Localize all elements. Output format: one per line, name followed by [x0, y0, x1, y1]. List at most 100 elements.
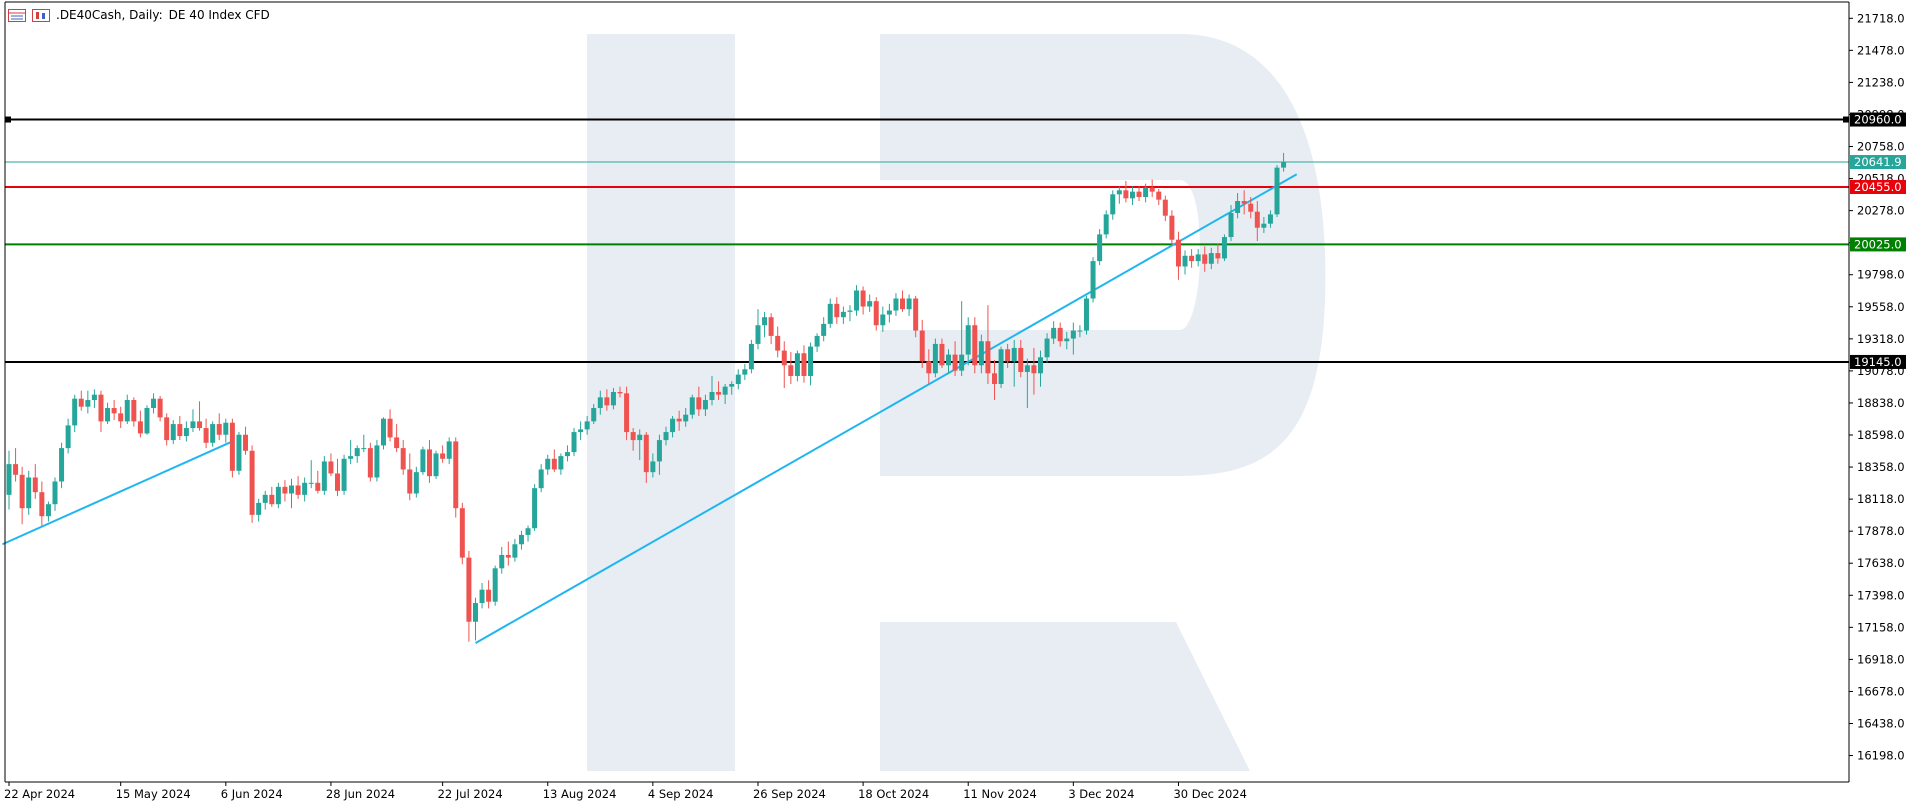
level-handle[interactable]: [1843, 116, 1849, 123]
candle-body: [978, 341, 984, 366]
candle: [867, 294, 873, 312]
candle-body: [794, 353, 800, 376]
candle: [335, 458, 340, 497]
candle: [1195, 249, 1201, 267]
candle-body: [1175, 239, 1181, 267]
level-handle[interactable]: [5, 116, 11, 123]
candle-body: [499, 554, 505, 569]
candle: [965, 317, 971, 366]
candle: [1136, 186, 1142, 202]
candle: [190, 409, 196, 433]
candle: [289, 478, 295, 509]
candle-body: [1202, 254, 1208, 264]
candle-body: [1116, 190, 1122, 195]
candle-body: [505, 554, 511, 558]
candle: [972, 317, 978, 374]
candle: [755, 309, 761, 350]
candle-body: [210, 424, 216, 443]
candle-body: [735, 374, 741, 384]
candle: [827, 298, 833, 328]
candle: [564, 445, 570, 462]
candle-body: [670, 418, 676, 433]
candle: [538, 464, 544, 493]
candle-body: [512, 544, 518, 558]
candle-body: [19, 474, 25, 509]
trendlines-layer: [2, 173, 1298, 644]
y-tick-label: 21478.0: [1857, 43, 1905, 57]
candle-body: [1005, 349, 1011, 362]
candle: [32, 464, 38, 499]
level-label-bg: [1850, 155, 1906, 170]
y-tick-label: 16438.0: [1857, 717, 1905, 731]
candle: [118, 406, 124, 429]
candle-body: [604, 397, 610, 406]
candle-body: [374, 445, 380, 478]
candle-body: [1221, 237, 1227, 259]
candle: [545, 454, 551, 475]
candle: [216, 413, 222, 441]
trendline[interactable]: [474, 173, 1298, 644]
candle: [249, 445, 255, 523]
candle-body: [65, 425, 71, 449]
candle-body: [335, 473, 340, 491]
candle: [1156, 188, 1162, 206]
candle-body: [1274, 167, 1280, 215]
candle: [1037, 350, 1043, 387]
candle: [735, 369, 741, 390]
candle-body: [801, 353, 807, 376]
candle: [959, 301, 965, 376]
candle: [886, 303, 892, 323]
candle-body: [137, 421, 143, 434]
y-tick-label: 18838.0: [1857, 396, 1905, 410]
candle: [1031, 347, 1037, 395]
candle-body: [164, 417, 170, 441]
candle-body: [216, 424, 222, 435]
candle-body: [584, 421, 590, 430]
candle: [854, 285, 860, 316]
candle: [525, 525, 531, 542]
candle-body: [1149, 187, 1155, 192]
candle-body: [722, 386, 728, 395]
y-tick-label: 18598.0: [1857, 428, 1905, 442]
candle-body: [486, 589, 492, 602]
candle: [151, 393, 157, 414]
candle: [1274, 164, 1280, 218]
candle-body: [663, 432, 669, 441]
candle-body: [1123, 190, 1129, 199]
candle: [348, 440, 354, 465]
candle: [834, 297, 840, 324]
candle-body: [420, 449, 426, 473]
candle-body: [709, 392, 715, 401]
candle: [387, 409, 393, 442]
trendline[interactable]: [2, 440, 233, 546]
candles-icon[interactable]: [32, 8, 50, 22]
candle: [262, 490, 268, 510]
candle-body: [1136, 191, 1142, 197]
x-tick-label: 22 Apr 2024: [4, 787, 75, 801]
candle-body: [144, 408, 150, 434]
candle-body: [105, 408, 111, 422]
candle: [742, 363, 748, 380]
candle: [702, 394, 708, 417]
candle-body: [1057, 327, 1063, 342]
candle-body: [1129, 191, 1135, 199]
candle: [1248, 197, 1254, 219]
candle: [39, 481, 45, 526]
candle: [663, 426, 669, 446]
candle: [716, 381, 722, 401]
candle-body: [939, 343, 945, 366]
candle-body: [32, 477, 38, 493]
table-icon[interactable]: [8, 8, 26, 22]
candle: [203, 418, 209, 449]
candle-body: [72, 398, 78, 426]
candle-body: [183, 428, 189, 437]
candle-body: [1110, 194, 1116, 215]
y-tick-label: 17398.0: [1857, 588, 1905, 602]
candle: [952, 341, 958, 376]
candle: [992, 359, 997, 401]
candle: [1182, 250, 1188, 275]
candle: [295, 476, 301, 499]
candle-body: [131, 400, 137, 422]
candle: [131, 397, 137, 427]
